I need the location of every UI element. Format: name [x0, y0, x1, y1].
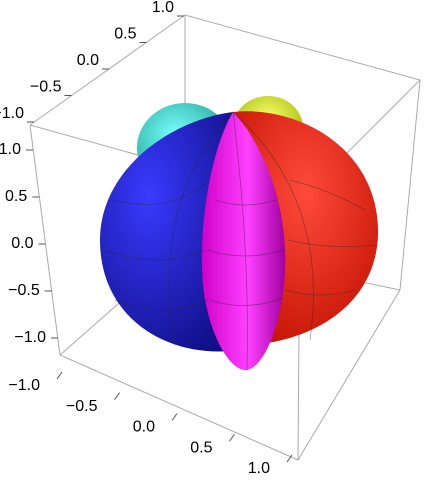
- z-tick-label: 1.0: [0, 141, 21, 158]
- y-tick-label: −1.0: [0, 105, 24, 122]
- y-tick-label: 1.0: [152, 0, 174, 16]
- axes: −1.0 −0.5 0.0 0.5 1.0 −1.0 −0.5 0.0 0.5 1.0 −1.0 −0…: [0, 0, 293, 477]
- tick-mark: [286, 454, 293, 463]
- y-tick-label: 0.0: [77, 52, 99, 69]
- box-edge: [297, 289, 401, 461]
- surface: [100, 96, 379, 371]
- mesh-lines: [104, 111, 376, 371]
- x-tick-label: −1.0: [8, 377, 40, 394]
- tick-mark: [171, 413, 178, 421]
- tick-mark: [56, 371, 63, 380]
- x-tick-label: 1.0: [248, 460, 270, 477]
- y-tick-label: −0.5: [30, 79, 62, 96]
- x-tick-label: −0.5: [66, 398, 98, 415]
- box-edge: [59, 354, 299, 461]
- z-tick-label: 0.0: [11, 235, 33, 252]
- z-tick-label: 0.5: [5, 188, 27, 205]
- box-edge: [399, 79, 421, 291]
- y-tick-label: 0.5: [114, 26, 136, 43]
- tick-mark: [229, 433, 235, 442]
- z-tick-label: −0.5: [8, 282, 40, 299]
- x-tick-label: 0.0: [133, 419, 155, 436]
- z-tick-label: −1.0: [14, 329, 46, 346]
- lobe-magenta: [201, 112, 286, 371]
- box-edge: [29, 124, 61, 356]
- tick-mark: [114, 392, 120, 401]
- x-tick-label: 0.5: [190, 439, 212, 456]
